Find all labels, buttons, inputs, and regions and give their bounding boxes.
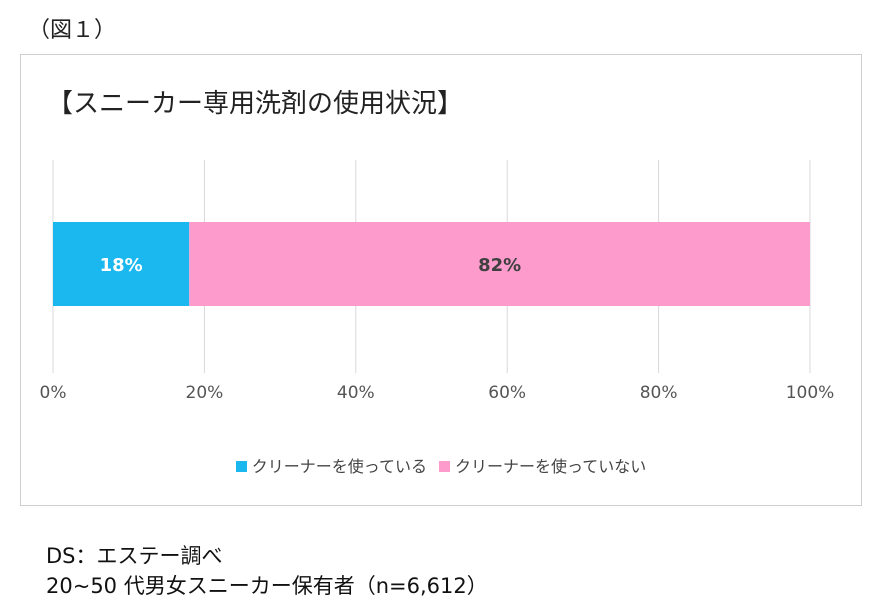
legend-swatch [235, 461, 247, 472]
chart-plot-area: 0% 20% 40% 60% 80% 100% 18% 82% [40, 160, 835, 403]
x-tick-label: 100% [786, 383, 835, 403]
legend-swatch [439, 461, 450, 472]
x-tick-label: 80% [640, 383, 678, 403]
bar-segment [189, 222, 810, 306]
data-label: 82% [478, 255, 521, 276]
x-tick-label: 20% [186, 383, 224, 403]
x-tick-label: 40% [337, 383, 375, 403]
chart-legend: クリーナーを使っている クリーナーを使っていない [21, 453, 861, 477]
legend-item: クリーナーを使っている [235, 453, 427, 477]
x-tick-label: 0% [40, 383, 67, 403]
sample-note: 20~50 代男女スニーカー保有者（n=6,612） [46, 574, 488, 598]
x-tick-label: 60% [488, 383, 526, 403]
bar-segment [53, 222, 190, 306]
legend-item: クリーナーを使っていない [439, 453, 646, 477]
chart-title: 【スニーカー専用洗剤の使用状況】 [47, 89, 464, 119]
source-note: DS：エステー調べ [46, 544, 223, 568]
legend-label: クリーナーを使っている [251, 457, 427, 476]
legend-label: クリーナーを使っていない [455, 457, 647, 476]
data-label: 18% [100, 255, 143, 276]
figure-label: （図１） [28, 18, 117, 43]
chart-container: 【スニーカー専用洗剤の使用状況】 0% 20% 40% 60% 80% 100% 18% 82… [20, 54, 862, 506]
